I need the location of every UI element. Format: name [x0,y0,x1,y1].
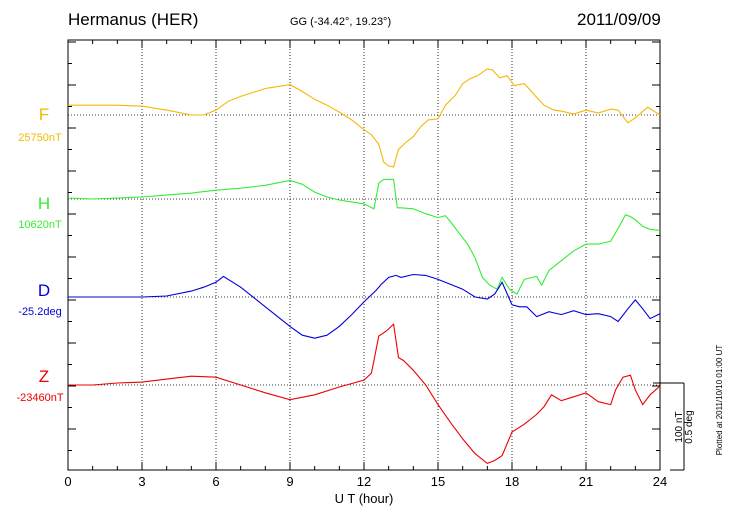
x-tick-label: 24 [653,474,667,489]
x-tick-label: 15 [431,474,445,489]
plot-date: 2011/09/09 [577,10,661,29]
series-labels: F 25750nT H 10620nT D -25.2deg Z -23460nT [16,105,63,404]
x-tick-label: 0 [64,474,71,489]
series-line-h [67,178,661,295]
series-group [67,68,661,465]
series-letter-d: D [38,281,50,300]
scale-label-deg: 0.5 deg [684,410,695,443]
series-line-z [68,323,661,465]
series-baseline-h: 10620nT [18,219,62,231]
grid-lines [68,40,660,470]
axis-ticks [67,40,661,470]
x-tick-label: 21 [579,474,593,489]
series-line-d [68,273,661,339]
series-baseline-f: 25750nT [18,132,62,144]
scale-label-nt: 100 nT [674,411,685,442]
x-axis-label: U T (hour) [335,491,394,506]
series-baseline-d: -25.2deg [18,306,61,318]
x-tick-label: 6 [212,474,219,489]
scale-bar: 100 nT 0.5 deg [653,382,695,471]
x-tick-label: 3 [138,474,145,489]
series-line-f [68,68,661,168]
station-title: Hermanus (HER) [68,10,199,29]
x-tick-label: 18 [505,474,519,489]
series-letter-z: Z [39,367,49,386]
station-coordinates: GG (-34.42°, 19.23°) [290,16,392,28]
plotted-timestamp: Plotted at 2011/10/10 01:00 UT [715,345,724,456]
series-letter-f: F [39,105,49,124]
x-tick-label: 12 [357,474,371,489]
series-letter-h: H [38,194,50,213]
series-baseline-z: -23460nT [16,392,63,404]
plot-frame [67,39,661,471]
x-tick-label: 9 [286,474,293,489]
x-tick-labels: 0 3 6 9 12 15 18 21 24 [64,474,667,489]
